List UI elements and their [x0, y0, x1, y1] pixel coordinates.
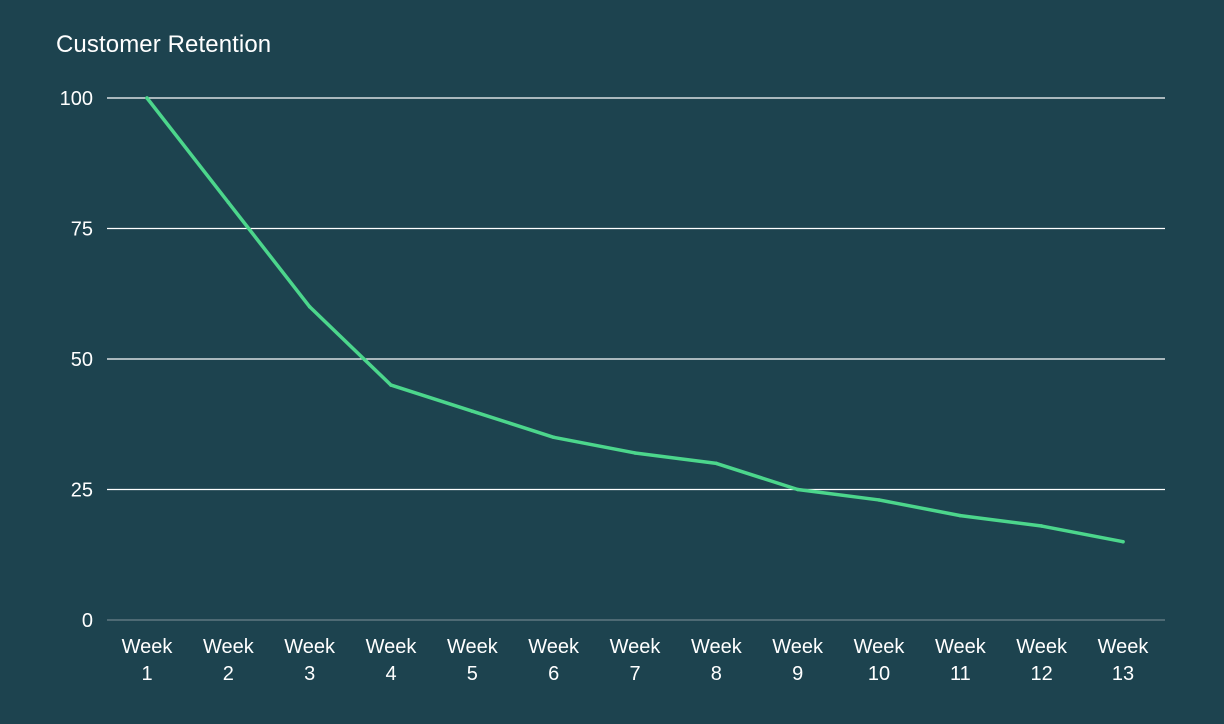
x-tick-label-line: Week — [366, 636, 418, 658]
x-tick-label: Week 7 — [610, 636, 662, 685]
x-tick-label-line: 5 — [467, 663, 478, 685]
data-point — [470, 409, 475, 413]
x-tick-label-line: 7 — [629, 663, 640, 685]
x-tick-label: Week 8 — [691, 636, 743, 685]
data-point — [795, 487, 800, 492]
y-tick-label: 75 — [71, 219, 93, 241]
y-tick-label: 50 — [71, 349, 93, 371]
data-point — [226, 200, 231, 205]
x-axis: Week 1 Week 2 Week 3 Week 4 Week 5 Week 6 Week 7 Week 8… — [122, 636, 1150, 685]
series-layer — [145, 96, 1125, 544]
data-point — [145, 96, 149, 100]
x-tick-label-line: 1 — [141, 663, 152, 685]
x-tick-label: Week 11 — [935, 636, 987, 685]
x-tick-label-line: Week — [1098, 636, 1150, 658]
data-point — [389, 383, 393, 387]
y-tick-label: 25 — [71, 480, 93, 502]
y-tick-label: 100 — [60, 88, 93, 110]
x-tick-label: Week 2 — [203, 636, 255, 685]
x-tick-label-line: Week — [1016, 636, 1068, 658]
x-tick-label-line: Week — [203, 636, 255, 658]
x-tick-label-line: Week — [528, 636, 580, 658]
x-tick-label-line: 11 — [950, 663, 971, 685]
x-tick-label: Week 12 — [1016, 636, 1068, 685]
x-tick-label: Week 5 — [447, 636, 499, 685]
x-tick-label-line: Week — [610, 636, 662, 658]
data-point — [633, 451, 637, 455]
data-point — [307, 305, 312, 309]
x-tick-label: Week 9 — [772, 636, 824, 685]
x-tick-label: Week 1 — [122, 636, 174, 685]
x-tick-label-line: Week — [284, 636, 336, 658]
x-tick-label-line: Week — [691, 636, 743, 658]
data-point — [1121, 539, 1125, 544]
x-tick-label: Week 6 — [528, 636, 580, 685]
x-tick-label-line: 4 — [385, 663, 396, 685]
x-tick-label-line: Week — [772, 636, 824, 658]
chart-title: Customer Retention — [56, 31, 272, 58]
x-tick-label-line: 8 — [711, 663, 722, 685]
data-point — [1039, 524, 1044, 528]
x-tick-label-line: Week — [935, 636, 987, 658]
data-point — [551, 435, 556, 440]
x-tick-label: Week 3 — [284, 636, 336, 685]
x-tick-label-line: 12 — [1031, 663, 1053, 685]
y-axis: 0 25 50 75 100 — [60, 88, 93, 632]
x-tick-label: Week 10 — [854, 636, 906, 685]
series-line — [145, 96, 1125, 544]
x-tick-label: Week 4 — [366, 636, 418, 685]
x-tick-label-line: 10 — [868, 663, 890, 685]
y-tick-label: 0 — [82, 610, 93, 632]
x-tick-label-line: Week — [854, 636, 906, 658]
data-point — [958, 513, 963, 518]
x-tick-label-line: 2 — [223, 663, 234, 685]
x-tick-label-line: 9 — [792, 663, 803, 685]
data-point — [877, 498, 881, 502]
x-tick-label-line: 3 — [304, 663, 315, 685]
x-tick-label: Week 13 — [1098, 636, 1150, 685]
data-point — [714, 461, 719, 466]
x-tick-label-line: Week — [447, 636, 499, 658]
grid-layer — [107, 97, 1165, 621]
x-tick-label-line: Week — [122, 636, 174, 658]
x-tick-label-line: 13 — [1112, 663, 1134, 685]
x-tick-label-line: 6 — [548, 663, 559, 685]
